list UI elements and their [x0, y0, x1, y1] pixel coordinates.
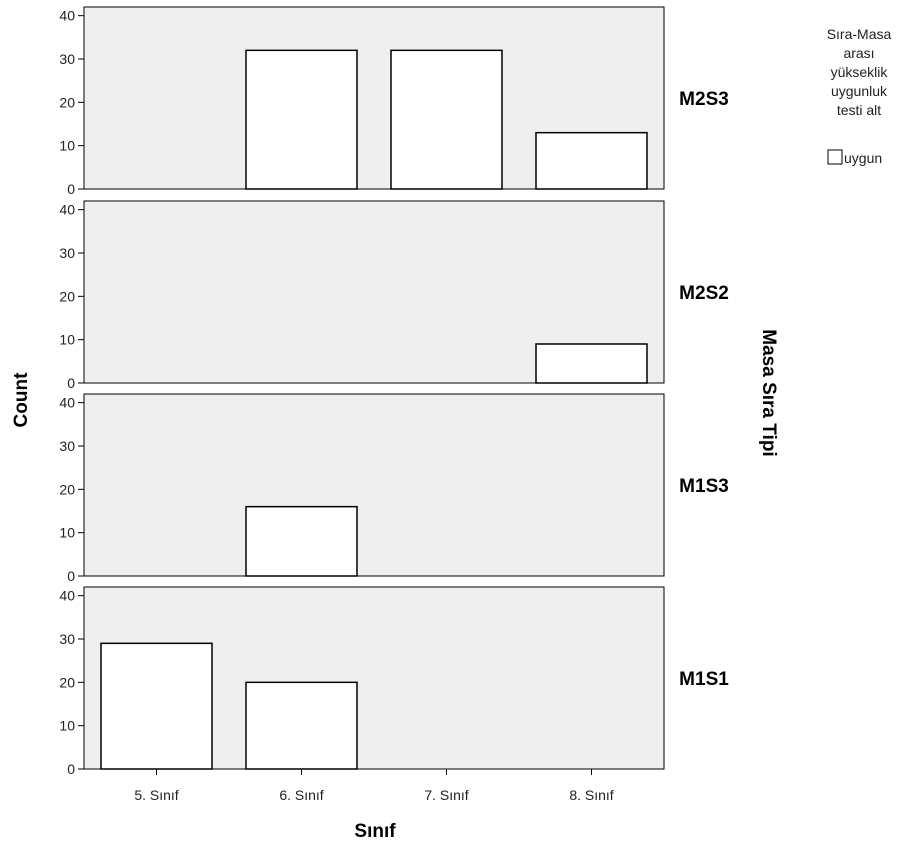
- y-tick-label: 30: [59, 245, 75, 261]
- x-tick-label: 7. Sınıf: [424, 787, 468, 803]
- bar: [390, 49, 503, 190]
- legend-title-line: yükseklik: [831, 64, 889, 80]
- bar: [245, 505, 358, 577]
- bar: [245, 49, 358, 190]
- panel-label: M2S2: [679, 283, 729, 304]
- y-tick-label: 20: [59, 288, 75, 304]
- x-tick-label: 6. Sınıf: [279, 787, 323, 803]
- y-tick-label: 30: [59, 438, 75, 454]
- y-tick-label: 0: [67, 761, 75, 777]
- bar: [535, 343, 648, 384]
- panel-m2s2: 0 10 20 30 40 M2S2: [59, 200, 729, 391]
- legend-title-line: uygunluk: [831, 83, 888, 99]
- panel-axis-title: Masa Sıra Tipi: [758, 329, 779, 456]
- legend: Sıra-Masa arası yükseklik uygunluk testi…: [827, 26, 892, 166]
- panel-m1s1: 0 10 20 30 40 M1S1: [59, 586, 729, 777]
- legend-entry-label: uygun: [844, 150, 882, 166]
- y-tick-label: 10: [59, 332, 75, 348]
- y-tick-label: 10: [59, 138, 75, 154]
- y-tick-label: 0: [67, 181, 75, 197]
- panel-label: M1S3: [679, 476, 729, 497]
- y-tick-label: 10: [59, 718, 75, 734]
- y-tick-label: 40: [59, 202, 75, 218]
- bar: [100, 642, 213, 770]
- bar: [245, 681, 358, 770]
- y-tick-label: 30: [59, 631, 75, 647]
- panel-m1s3: 0 10 20 30 40 M1S3: [59, 393, 729, 584]
- y-tick-label: 20: [59, 94, 75, 110]
- y-tick-label: 30: [59, 51, 75, 67]
- legend-title-line: testi alt: [837, 102, 881, 118]
- y-tick-label: 0: [67, 375, 75, 391]
- legend-title-line: arası: [843, 45, 874, 61]
- y-tick-label: 40: [59, 395, 75, 411]
- panel-background: [83, 393, 665, 577]
- bar: [535, 131, 648, 190]
- legend-title-line: Sıra-Masa: [827, 26, 892, 42]
- x-axis-title: Sınıf: [354, 821, 396, 842]
- y-tick-label: 0: [67, 568, 75, 584]
- y-tick-label: 20: [59, 481, 75, 497]
- panel-m2s3: 0 10 20 30 40 M2S3: [59, 6, 729, 197]
- x-tick-label: 5. Sınıf: [134, 787, 178, 803]
- y-tick-label: 40: [59, 588, 75, 604]
- y-axis-title: Count: [11, 372, 32, 428]
- legend-swatch: [827, 149, 843, 165]
- panel-label: M2S3: [679, 89, 729, 110]
- y-tick-label: 10: [59, 525, 75, 541]
- y-tick-label: 40: [59, 8, 75, 24]
- panels-layer: 010203040M2S3010203040M2S2010203040M1S30…: [59, 6, 729, 803]
- y-tick-label: 20: [59, 674, 75, 690]
- panel-label: M1S1: [679, 669, 729, 690]
- x-tick-label: 8. Sınıf: [569, 787, 613, 803]
